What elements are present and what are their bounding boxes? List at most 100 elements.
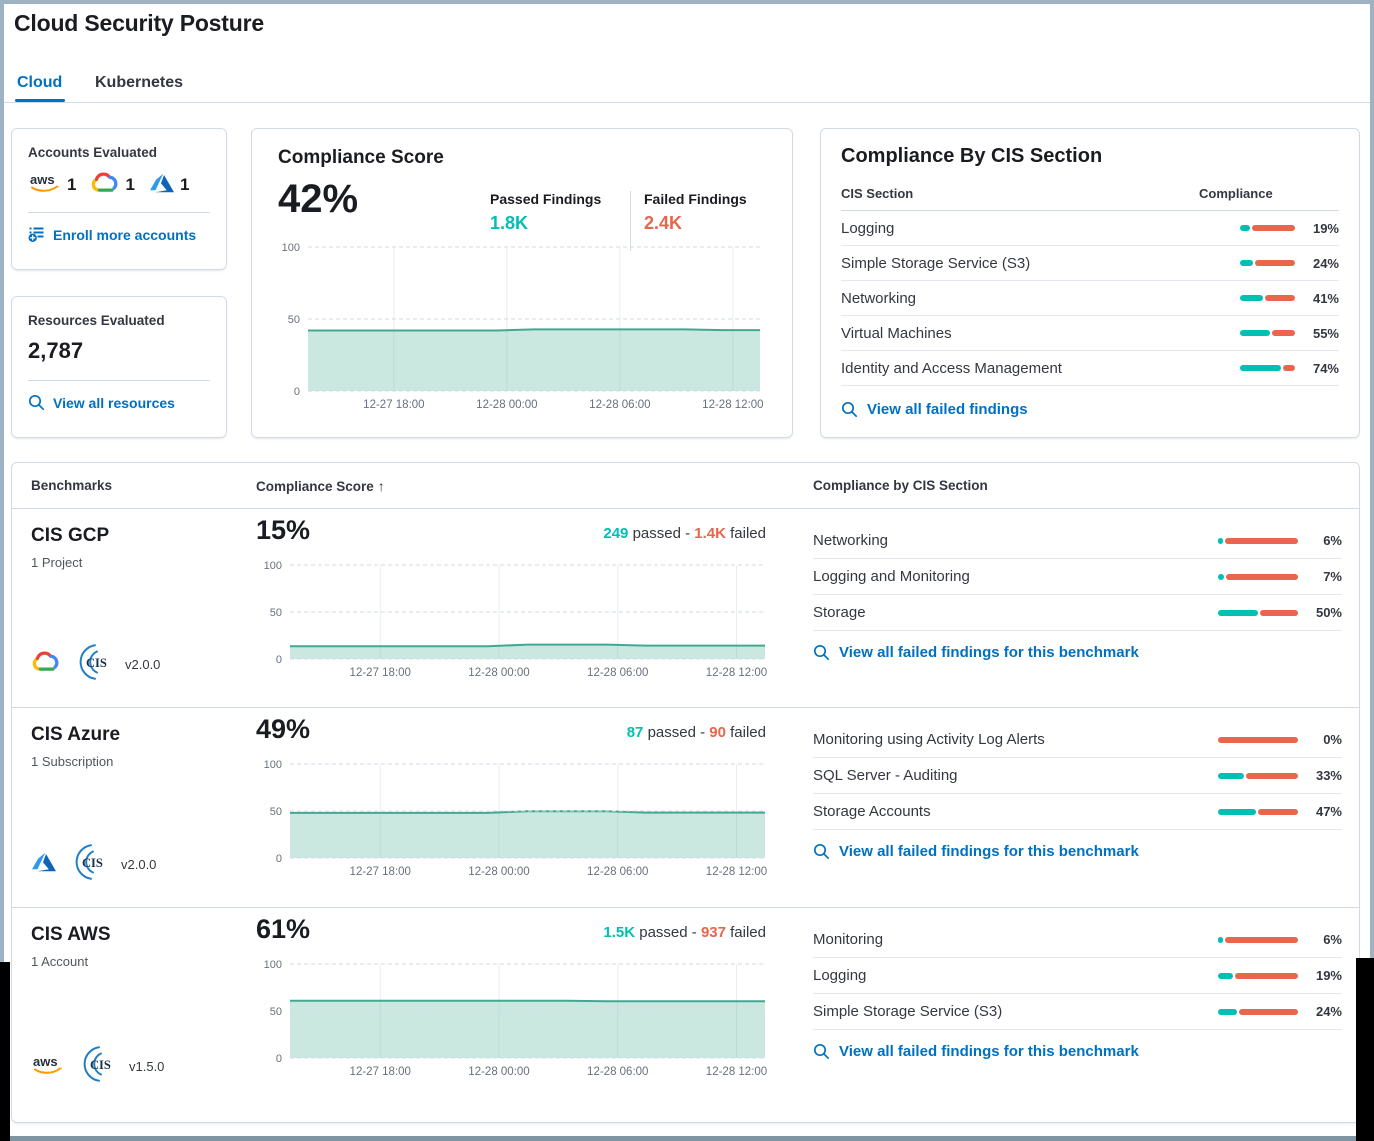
benchmark-row-cis-azure: CIS Azure 1 Subscription CIS v2.0.0 49% … [12, 708, 1359, 908]
benchmark-score: 15% [256, 515, 311, 545]
svg-text:CIS: CIS [90, 1058, 111, 1072]
window-frame-top [0, 0, 1374, 4]
svg-text:100: 100 [264, 959, 282, 971]
svg-text:aws: aws [33, 1054, 58, 1069]
benchmark-logos: CIS v2.0.0 [31, 842, 156, 887]
compliance-score-trend-chart: 0 50 100 12-27 18:00 12-28 00:00 12-28 06:00 1… [282, 242, 764, 411]
search-icon [813, 644, 830, 661]
compliance-score-card: Compliance Score 42% Passed Findings 1.8… [251, 128, 793, 438]
svg-text:100: 100 [264, 759, 282, 771]
cis-section-row: SQL Server - Auditing 33% [813, 758, 1342, 794]
passed-count[interactable]: 1.5K [603, 924, 636, 941]
aws-account-count: aws 1 [28, 171, 76, 199]
cis-table-header: CIS Section Compliance [841, 186, 1339, 211]
passed-failed-summary: 249 passed - 1.4K failed [603, 525, 766, 542]
passed-findings-value[interactable]: 1.8K [490, 213, 529, 233]
compliance-bar [1218, 537, 1298, 544]
failed-findings-value[interactable]: 2.4K [644, 213, 683, 233]
svg-text:12-27 18:00: 12-27 18:00 [350, 1066, 411, 1078]
svg-text:0: 0 [276, 654, 282, 666]
compliance-percent: 19% [1312, 220, 1339, 236]
compliance-percent: 74% [1312, 360, 1339, 376]
benchmark-kpis: 15% 249 passed - 1.4K failed [256, 515, 766, 546]
compliance-score-column-header[interactable]: Compliance Score ↑ [256, 478, 385, 494]
svg-text:12-27 18:00: 12-27 18:00 [350, 667, 411, 679]
compliance-by-cis-column-header: Compliance by CIS Section [813, 478, 988, 493]
desktop-background-right [1356, 958, 1374, 1141]
svg-text:12-28 06:00: 12-28 06:00 [589, 399, 650, 411]
view-all-resources-link[interactable]: View all resources [28, 394, 210, 411]
cis-section-column-header: CIS Section [841, 186, 914, 201]
cis-section-name: Logging [841, 219, 895, 237]
tab-cloud[interactable]: Cloud [17, 74, 63, 91]
cis-section-name: Networking [813, 532, 889, 549]
benchmarks-table-header: Benchmarks Compliance Score ↑ Compliance … [12, 463, 1359, 509]
cis-section-name: Storage Accounts [813, 803, 931, 820]
compliance-column-header: Compliance [1199, 186, 1273, 201]
gcp-icon [90, 171, 120, 200]
benchmark-kpis: 61% 1.5K passed - 937 failed [256, 914, 766, 945]
cis-logo-icon: CIS [69, 842, 109, 887]
cis-section-card-title: Compliance By CIS Section [841, 145, 1103, 167]
benchmark-name: CIS GCP [31, 525, 110, 546]
card-divider [28, 212, 210, 213]
compliance-percent: 24% [1315, 1004, 1342, 1019]
view-failed-findings-benchmark-link[interactable]: View all failed findings for this benchm… [813, 1043, 1342, 1060]
page-title: Cloud Security Posture [14, 10, 264, 36]
cis-logo-icon: CIS [73, 642, 113, 687]
benchmarks-table: Benchmarks Compliance Score ↑ Compliance … [11, 462, 1360, 1123]
compliance-percent: 55% [1312, 325, 1339, 341]
passed-findings-kpi: Passed Findings 1.8K [490, 191, 601, 234]
view-failed-findings-label: View all failed findings [867, 401, 1028, 418]
benchmark-version: v2.0.0 [121, 857, 157, 872]
failed-count[interactable]: 937 [700, 924, 726, 941]
compliance-by-cis-section-card: Compliance By CIS Section CIS Section Co… [820, 128, 1360, 438]
benchmark-kpis: 49% 87 passed - 90 failed [256, 714, 766, 745]
compliance-bar [1218, 772, 1298, 779]
failed-count[interactable]: 1.4K [694, 525, 726, 542]
cis-section-row: Logging 19% [841, 211, 1339, 246]
cis-section-row: Logging and Monitoring 7% [813, 559, 1342, 595]
compliance-score-title: Compliance Score [278, 147, 444, 168]
compliance-bar [1240, 330, 1295, 336]
cis-section-name: Simple Storage Service (S3) [813, 1003, 1003, 1020]
compliance-percent: 24% [1312, 255, 1339, 271]
gcp-icon [31, 650, 61, 679]
benchmark-version: v2.0.0 [125, 657, 161, 672]
tab-kubernetes[interactable]: Kubernetes [95, 74, 184, 91]
passed-count[interactable]: 249 [603, 525, 629, 542]
benchmark-subtitle: 1 Account [31, 954, 89, 969]
benchmark-row-cis-aws: CIS AWS 1 Account aws CIS v1.5.0 61% 1.5… [12, 908, 1359, 1124]
cis-section-row: Monitoring using Activity Log Alerts 0% [813, 722, 1342, 758]
enroll-more-accounts-link[interactable]: Enroll more accounts [28, 226, 210, 243]
compliance-bar [1218, 972, 1298, 979]
aws-icon: aws [31, 1053, 65, 1081]
accounts-evaluated-card: Accounts Evaluated aws 1 1 1 [11, 128, 227, 270]
compliance-bar [1218, 808, 1298, 815]
view-all-failed-findings-link[interactable]: View all failed findings [841, 401, 1339, 418]
compliance-percent: 7% [1323, 569, 1342, 584]
svg-text:12-28 00:00: 12-28 00:00 [468, 866, 529, 878]
svg-text:0: 0 [276, 853, 282, 865]
svg-text:12-28 12:00: 12-28 12:00 [702, 399, 763, 411]
svg-text:12-28 06:00: 12-28 06:00 [587, 1066, 648, 1078]
window-frame-right [1370, 0, 1374, 958]
svg-text:12-28 00:00: 12-28 00:00 [468, 1066, 529, 1078]
view-failed-findings-benchmark-link[interactable]: View all failed findings for this benchm… [813, 843, 1342, 860]
cis-section-name: Monitoring using Activity Log Alerts [813, 731, 1045, 748]
failed-count[interactable]: 90 [709, 724, 726, 741]
passed-count[interactable]: 87 [626, 724, 644, 741]
svg-text:12-28 00:00: 12-28 00:00 [468, 667, 529, 679]
view-failed-findings-benchmark-link[interactable]: View all failed findings for this benchm… [813, 644, 1342, 661]
benchmark-subtitle: 1 Subscription [31, 754, 114, 769]
svg-text:12-27 18:00: 12-27 18:00 [350, 866, 411, 878]
svg-text:100: 100 [264, 560, 282, 572]
svg-text:12-27 18:00: 12-27 18:00 [363, 399, 424, 411]
cis-logo-icon: CIS [77, 1044, 117, 1089]
cis-section-name: Logging [813, 967, 867, 984]
cis-section-row: Storage Accounts 47% [813, 794, 1342, 830]
window-frame-left [0, 0, 4, 962]
list-add-icon [28, 226, 45, 243]
benchmark-cis-sections: Networking 6% Logging and Monitoring 7% … [813, 509, 1342, 661]
compliance-percent: 50% [1315, 605, 1342, 620]
